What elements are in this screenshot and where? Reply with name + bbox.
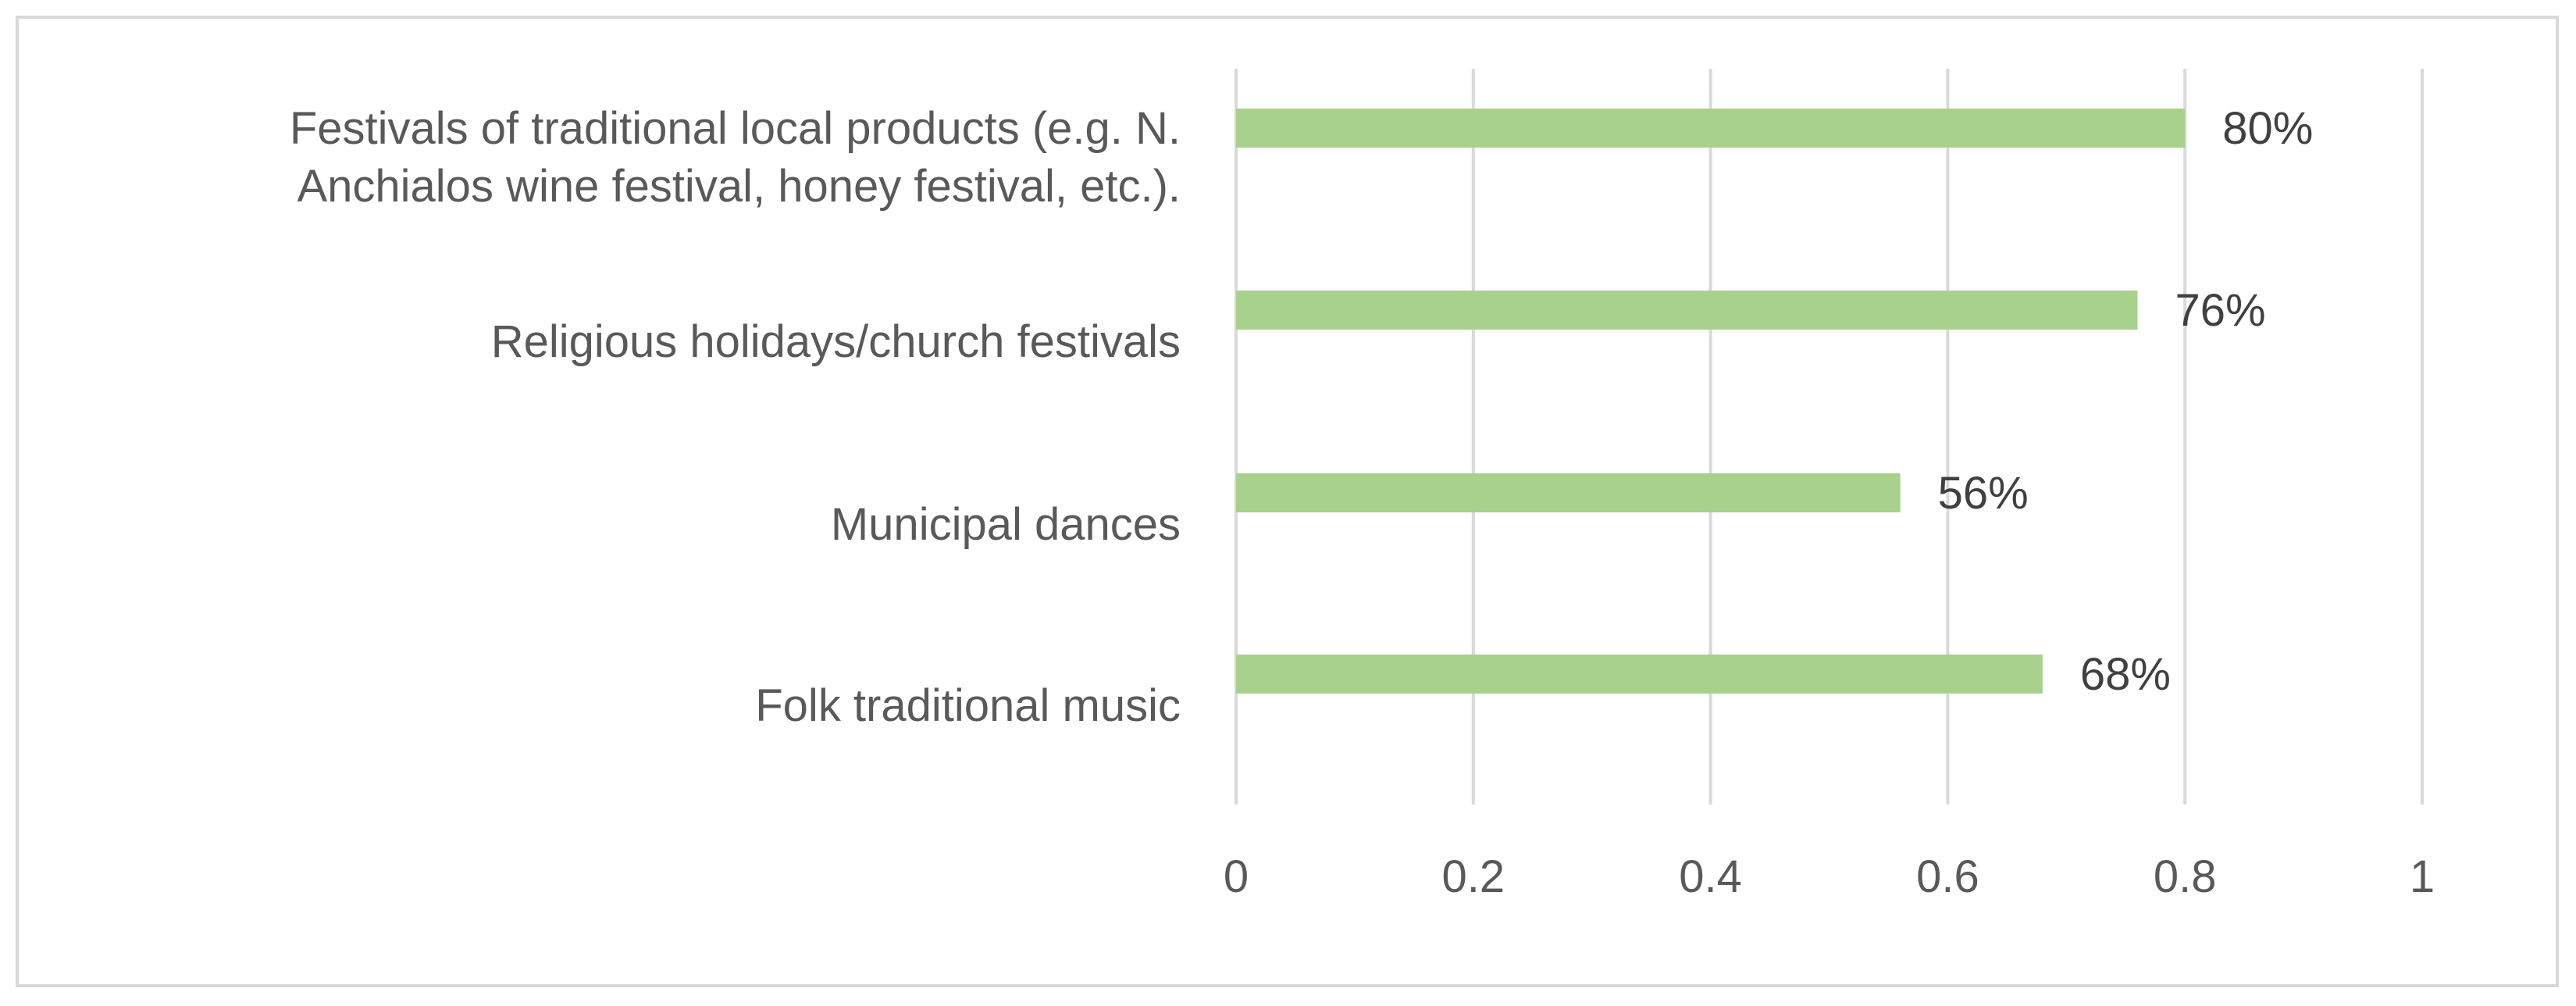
data-label: 76% bbox=[2175, 285, 2265, 336]
data-label: 68% bbox=[2080, 649, 2171, 700]
x-tick-label: 0 bbox=[1224, 851, 1249, 902]
bar bbox=[1236, 109, 2186, 148]
x-tick-label: 0.2 bbox=[1441, 851, 1505, 902]
x-tick-label: 0.8 bbox=[2154, 851, 2217, 902]
category-label: Folk traditional music bbox=[755, 680, 1181, 731]
x-tick-label: 0.4 bbox=[1679, 851, 1742, 902]
bar bbox=[1236, 655, 2043, 694]
x-tick-label: 1 bbox=[2410, 851, 2435, 902]
bar bbox=[1236, 473, 1901, 512]
category-label: Festivals of traditional local products … bbox=[290, 103, 1181, 154]
x-tick-labels: 0 0.2 0.4 0.6 0.8 1 bbox=[1224, 851, 2435, 902]
gridlines bbox=[1235, 69, 2424, 804]
x-tick-label: 0.6 bbox=[1916, 851, 1979, 902]
category-label: Religious holidays/church festivals bbox=[491, 316, 1181, 367]
bars bbox=[1236, 109, 2186, 694]
data-label: 80% bbox=[2222, 103, 2313, 154]
bar bbox=[1236, 291, 2138, 330]
data-label: 56% bbox=[1938, 468, 2029, 519]
category-labels: Festivals of traditional local products … bbox=[290, 103, 1181, 731]
category-label: Anchialos wine festival, honey festival,… bbox=[297, 161, 1181, 212]
category-label: Municipal dances bbox=[831, 499, 1181, 550]
data-labels: 80% 76% 56% 68% bbox=[1938, 103, 2314, 700]
